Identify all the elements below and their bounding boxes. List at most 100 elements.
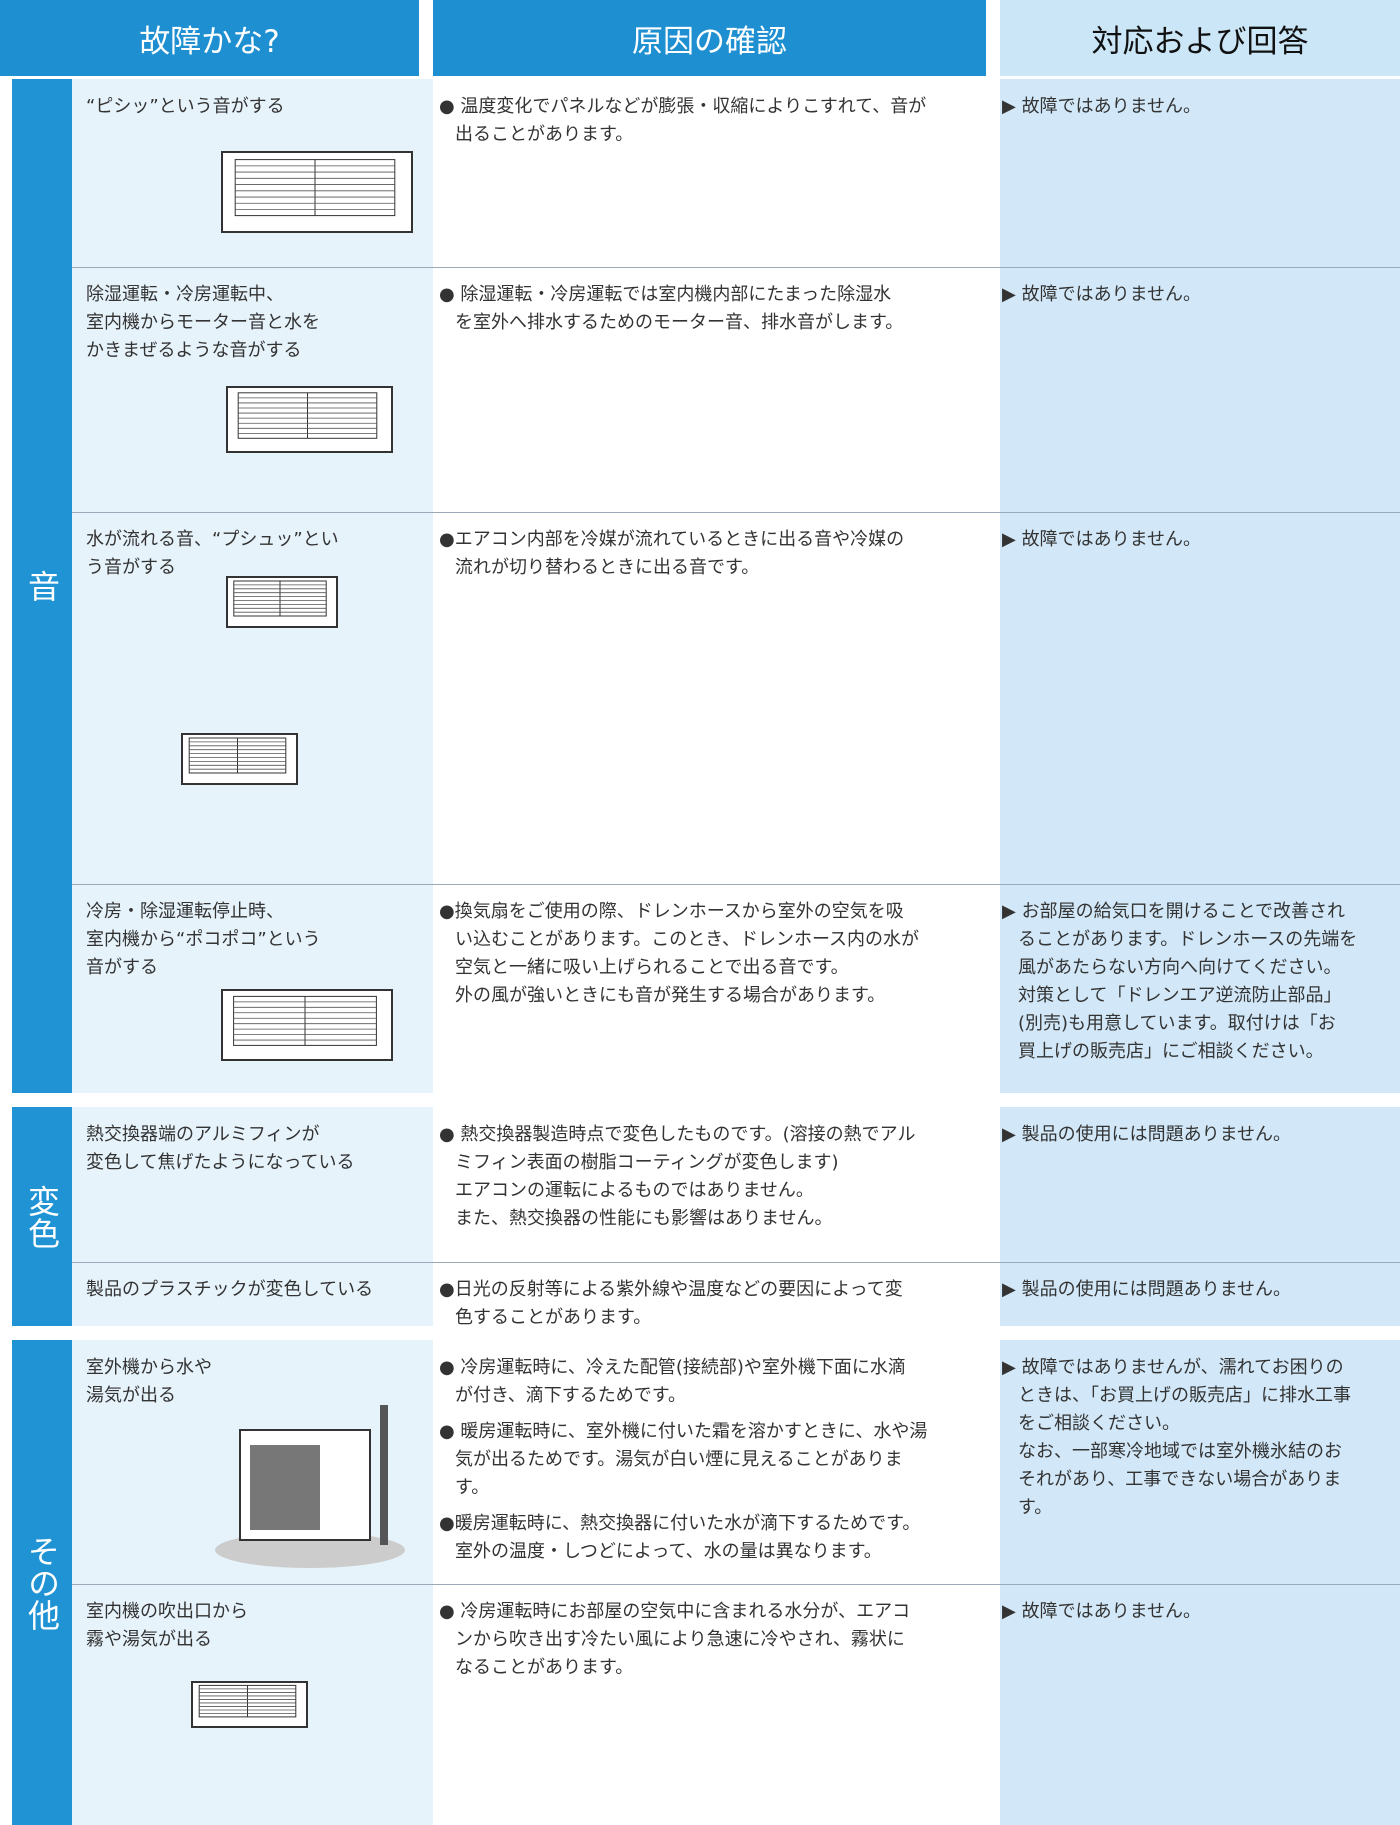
cause-line: ンから吹き出す冷たい風により急速に冷やされ、霧状に (455, 1629, 905, 1650)
cause-line: ● 熱交換器製造時点で変色したものです。(溶接の熱でアル (439, 1124, 916, 1145)
cause-line: 流れが切り替わるときに出る音です。 (455, 557, 760, 578)
symptom-line: 変色して焦げたようになっている (86, 1152, 355, 1173)
cause-item: ●エアコン内部を冷媒が流れているときに出る音や冷媒の流れが切り替わるときに出る音… (439, 526, 904, 582)
cause-line: 出ることがあります。 (455, 124, 634, 145)
answer-line: ▶ 故障ではありません。 (1002, 284, 1202, 305)
symptom-line: 室内機の吹出口から (86, 1601, 248, 1622)
cause-line: エアコンの運転によるものではありません。 (455, 1180, 814, 1201)
cause-line: 気が出るためです。湯気が白い煙に見えることがありま (455, 1449, 903, 1470)
cause-item: ● 除湿運転・冷房運転では室内機内部にたまった除湿水を室外へ排水するためのモータ… (439, 281, 903, 337)
illustration (191, 1681, 308, 1728)
cause-line: す。 (455, 1477, 490, 1498)
cause-line: ミフィン表面の樹脂コーティングが変色します) (455, 1152, 839, 1173)
cause-line: ●エアコン内部を冷媒が流れているときに出る音や冷媒の (439, 529, 905, 550)
cause: ● 冷房運転時に、冷えた配管(接続部)や室外機下面に水滴が付き、滴下するためです… (439, 1354, 927, 1566)
cause: ●エアコン内部を冷媒が流れているときに出る音や冷媒の流れが切り替わるときに出る音… (439, 526, 904, 582)
answer-line: ▶ お部屋の給気口を開けることで改善され (1002, 901, 1346, 922)
answer-line: なお、一部寒冷地域では室外機氷結のお (1018, 1441, 1342, 1462)
symptom: “ピシッ”という音がする (86, 93, 285, 121)
answer-line: (別売)も用意しています。取付けは「お (1018, 1013, 1336, 1034)
answer-line: ▶ 故障ではありません。 (1002, 529, 1202, 550)
cause-line: ●日光の反射等による紫外線や温度などの要因によって変 (439, 1279, 903, 1300)
row-divider (72, 1262, 1400, 1263)
cause-line: ● 冷房運転時に、冷えた配管(接続部)や室外機下面に水滴 (439, 1357, 906, 1378)
answer: ▶ 製品の使用には問題ありません。 (1002, 1121, 1400, 1149)
symptom-column (72, 1340, 433, 1825)
cause-line: 色することがあります。 (455, 1307, 652, 1328)
cause-line: 外の風が強いときにも音が発生する場合があります。 (455, 985, 886, 1006)
answer-column (1000, 79, 1400, 1093)
symptom-line: う音がする (86, 557, 176, 578)
cause-item: ●換気扇をご使用の際、ドレンホースから室外の空気を吸い込むことがあります。このと… (439, 898, 919, 1010)
answer-line: ときは、「お買上げの販売店」に排水工事 (1018, 1385, 1351, 1406)
cause-line: ● 暖房運転時に、室外機に付いた霜を溶かすときに、水や湯 (439, 1421, 928, 1442)
symptom: 熱交換器端のアルミフィンが変色して焦げたようになっている (86, 1121, 355, 1177)
answer: ▶ 故障ではありません。 (1002, 526, 1400, 554)
symptom-line: 室外機から水や (86, 1357, 212, 1378)
illustration (221, 989, 393, 1061)
symptom-line: 熱交換器端のアルミフィンが (86, 1124, 320, 1145)
cause: ●日光の反射等による紫外線や温度などの要因によって変色することがあります。 (439, 1276, 903, 1332)
cause-line: ● 温度変化でパネルなどが膨張・収縮によりこすれて、音が (439, 96, 927, 117)
answer-line: 買上げの販売店」にご相談ください。 (1018, 1041, 1324, 1062)
illustration (226, 576, 338, 628)
answer-line: ▶ 故障ではありません。 (1002, 1601, 1202, 1622)
symptom-line: “ピシッ”という音がする (86, 96, 285, 117)
answer-line: ることがあります。ドレンホースの先端を (1018, 929, 1358, 950)
illustration (226, 386, 393, 453)
answer-line: 風があたらない方向へ向けてください。 (1018, 957, 1342, 978)
answer: ▶ お部屋の給気口を開けることで改善されることがあります。ドレンホースの先端を風… (1002, 898, 1400, 1066)
answer-column (1000, 1107, 1400, 1326)
answer-line: ▶ 製品の使用には問題ありません。 (1002, 1124, 1292, 1145)
cause-line: い込むことがあります。このとき、ドレンホース内の水が (455, 929, 920, 950)
symptom-line: 水が流れる音、“プシュッ”とい (86, 529, 339, 550)
cause-line: を室外へ排水するためのモーター音、排水音がします。 (455, 312, 904, 333)
cause: ● 冷房運転時にお部屋の空気中に含まれる水分が、エアコ ンから吹き出す冷たい風によ… (439, 1598, 910, 1682)
symptom-line: 室内機からモーター音と水を (86, 312, 320, 333)
answer-line: 対策として「ドレンエア逆流防止部品」 (1018, 985, 1342, 1006)
row-divider (72, 1584, 1400, 1585)
answer-line: す。 (1018, 1497, 1053, 1518)
cause-item: ● 冷房運転時にお部屋の空気中に含まれる水分が、エアコ ンから吹き出す冷たい風によ… (439, 1598, 910, 1682)
answer-line: ▶ 故障ではありません。 (1002, 96, 1202, 117)
answer: ▶ 故障ではありませんが、濡れてお困りの ときは、「お買上げの販売店」に排水工事を… (1002, 1354, 1400, 1522)
header-answer: 対応および回答 (1000, 0, 1400, 76)
row-divider (72, 267, 1400, 268)
symptom: 室内機の吹出口から 霧や湯気が出る (86, 1598, 248, 1654)
cause-line: なることがあります。 (455, 1657, 634, 1678)
cause-item: ● 冷房運転時に、冷えた配管(接続部)や室外機下面に水滴が付き、滴下するためです… (439, 1354, 927, 1410)
symptom-line: 湯気が出る (86, 1385, 176, 1406)
symptom: 製品のプラスチックが変色している (86, 1276, 373, 1304)
cause-line: が付き、滴下するためです。 (455, 1385, 686, 1406)
symptom-line: 冷房・除湿運転停止時、 (86, 901, 284, 922)
cause-line: ● 除湿運転・冷房運転では室内機内部にたまった除湿水 (439, 284, 892, 305)
row-divider (72, 884, 1400, 885)
section-label: その他 (12, 1340, 72, 1825)
row-divider (72, 512, 1400, 513)
cause: ● 熱交換器製造時点で変色したものです。(溶接の熱でアルミフィン表面の樹脂コーテ… (439, 1121, 915, 1233)
cause-line: ●暖房運転時に、熱交換器に付いた水が滴下するためです。 (439, 1513, 921, 1534)
symptom: 水が流れる音、“プシュッ”とい う音がする (86, 526, 339, 582)
section-label: 変色 (12, 1107, 72, 1326)
symptom-line: 霧や湯気が出る (86, 1629, 212, 1650)
cause-line: ●換気扇をご使用の際、ドレンホースから室外の空気を吸 (439, 901, 904, 922)
answer: ▶ 製品の使用には問題ありません。 (1002, 1276, 1400, 1304)
symptom-line: 音がする (86, 957, 158, 978)
outdoor-unit-illustration (215, 1405, 405, 1568)
section-label: 音 (12, 79, 72, 1093)
symptom-line: 製品のプラスチックが変色している (86, 1279, 374, 1300)
cause: ● 除湿運転・冷房運転では室内機内部にたまった除湿水を室外へ排水するためのモータ… (439, 281, 903, 337)
cause: ● 温度変化でパネルなどが膨張・収縮によりこすれて、音が出ることがあります。 (439, 93, 926, 149)
answer: ▶ 故障ではありません。 (1002, 281, 1400, 309)
cause-item: ● 熱交換器製造時点で変色したものです。(溶接の熱でアルミフィン表面の樹脂コーテ… (439, 1121, 915, 1233)
answer-column (1000, 1340, 1400, 1825)
symptom-line: 室内機から“ポコポコ”という (86, 929, 321, 950)
symptom-line: 除湿運転・冷房運転中、 (86, 284, 284, 305)
cause-item: ● 温度変化でパネルなどが膨張・収縮によりこすれて、音が出ることがあります。 (439, 93, 926, 149)
symptom: 冷房・除湿運転停止時、室内機から“ポコポコ”という 音がする (86, 898, 321, 982)
symptom: 除湿運転・冷房運転中、 室内機からモーター音と水を かきまぜるような音がする (86, 281, 320, 365)
answer-line: ▶ 故障ではありませんが、濡れてお困りの (1002, 1357, 1344, 1378)
header-cause: 原因の確認 (433, 0, 986, 76)
cause-line: また、熱交換器の性能にも影響はありません。 (455, 1208, 833, 1229)
